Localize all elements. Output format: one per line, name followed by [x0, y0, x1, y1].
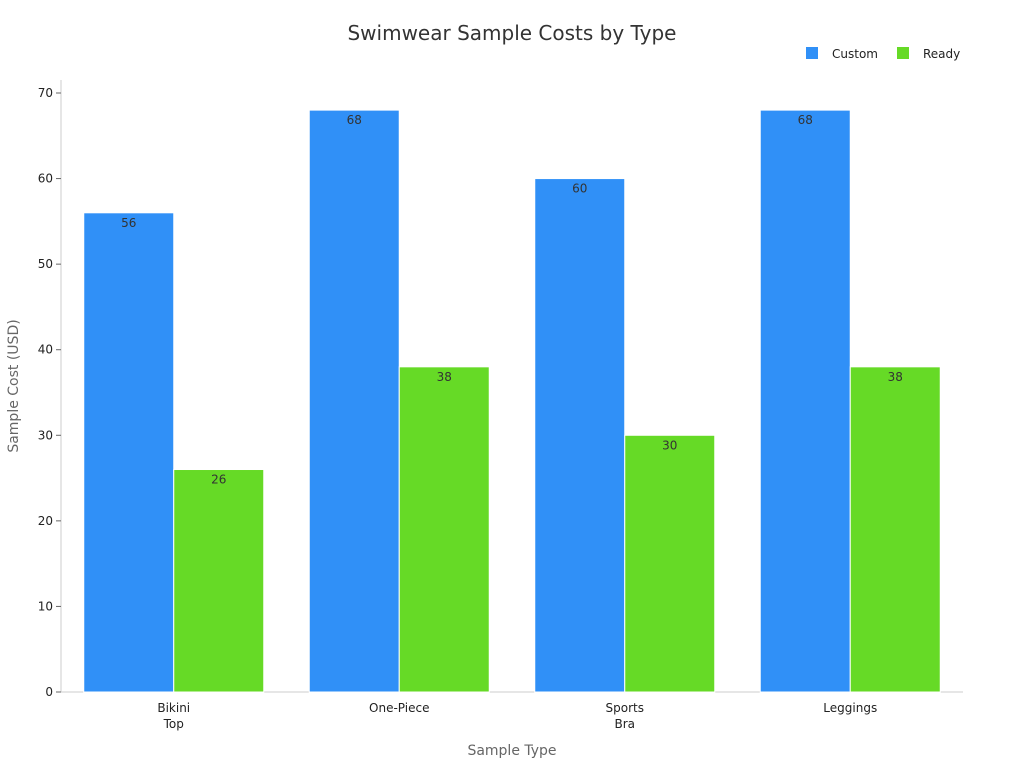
x-axis: Bikini Top One-Piece Sports Bra Leggings [61, 691, 963, 731]
x-axis-title: Sample Type [467, 743, 556, 759]
y-tick-label: 40 [38, 343, 53, 357]
data-label: 38 [888, 370, 903, 384]
y-tick-label: 10 [38, 599, 53, 613]
plot-area [83, 109, 941, 693]
y-tick-label: 70 [38, 86, 53, 100]
legend-swatch-custom [806, 47, 818, 59]
y-tick-label: 0 [45, 685, 53, 699]
legend-label: Ready [923, 47, 960, 61]
x-tick-label-line: Leggings [823, 701, 877, 715]
x-tick-label-line: Bra [614, 717, 635, 731]
bar-custom [308, 109, 400, 693]
chart-title: Swimwear Sample Costs by Type [347, 21, 676, 45]
legend-swatch-ready [897, 47, 909, 59]
data-labels: 56 26 68 38 60 30 68 38 [121, 113, 903, 486]
bar-custom [83, 212, 175, 693]
legend: Custom Ready [806, 47, 960, 61]
y-tick-label: 30 [38, 428, 53, 442]
bar-ready [173, 469, 265, 693]
data-label: 68 [347, 113, 362, 127]
data-label: 60 [572, 182, 587, 196]
bar-ready [398, 366, 490, 693]
x-tick-label-line: Bikini [157, 701, 190, 715]
data-label: 26 [211, 473, 226, 487]
y-axis: 0 10 20 30 40 50 60 70 [38, 80, 62, 699]
data-label: 56 [121, 216, 136, 230]
x-tick-label: One-Piece [369, 701, 429, 715]
data-label: 68 [798, 113, 813, 127]
bar-ready [624, 434, 716, 693]
y-tick-label: 50 [38, 257, 53, 271]
x-tick-label-line: One-Piece [369, 701, 429, 715]
bar-custom [759, 109, 851, 693]
bar-custom [534, 178, 626, 693]
x-tick-label: Sports Bra [606, 701, 644, 731]
y-tick-label: 20 [38, 514, 53, 528]
x-tick-label: Bikini Top [157, 701, 190, 731]
y-axis-title: Sample Cost (USD) [6, 319, 22, 452]
legend-label: Custom [832, 47, 878, 61]
data-label: 30 [662, 438, 677, 452]
data-label: 38 [437, 370, 452, 384]
y-tick-label: 60 [38, 172, 53, 186]
x-tick-label: Leggings [823, 701, 877, 715]
bar-ready [849, 366, 941, 693]
x-tick-label-line: Sports [606, 701, 644, 715]
x-tick-label-line: Top [163, 717, 184, 731]
